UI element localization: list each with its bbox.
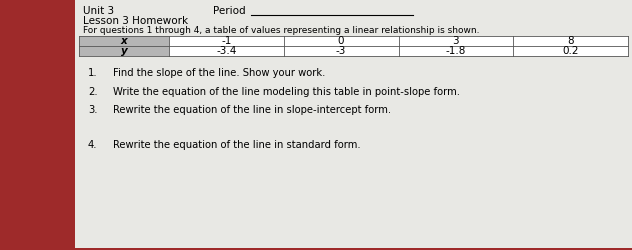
Text: 3: 3 [453,36,459,46]
Bar [169,36,628,56]
Text: -1: -1 [221,36,231,46]
Text: -3: -3 [336,46,346,56]
Text: -1.8: -1.8 [446,46,466,56]
Text: 8: 8 [568,36,574,46]
Bar [79,36,169,56]
Text: For questions 1 through 4, a table of values representing a linear relationship : For questions 1 through 4, a table of va… [83,26,480,35]
Text: 2.: 2. [88,87,97,97]
Bar [75,0,632,248]
Text: -3.4: -3.4 [216,46,236,56]
Text: Find the slope of the line. Show your work.: Find the slope of the line. Show your wo… [113,68,325,78]
Text: Unit 3: Unit 3 [83,6,114,16]
Text: Period: Period [213,6,246,16]
Text: 0.2: 0.2 [562,46,579,56]
Text: 1.: 1. [88,68,97,78]
Text: Rewrite the equation of the line in slope-intercept form.: Rewrite the equation of the line in slop… [113,105,391,115]
Text: y: y [121,46,128,56]
Text: 0: 0 [338,36,344,46]
Text: 4.: 4. [88,140,97,150]
Text: 3.: 3. [88,105,97,115]
Text: Rewrite the equation of the line in standard form.: Rewrite the equation of the line in stan… [113,140,361,150]
Text: Lesson 3 Homework: Lesson 3 Homework [83,16,188,26]
Text: x: x [121,36,128,46]
Text: Write the equation of the line modeling this table in point-slope form.: Write the equation of the line modeling … [113,87,460,97]
